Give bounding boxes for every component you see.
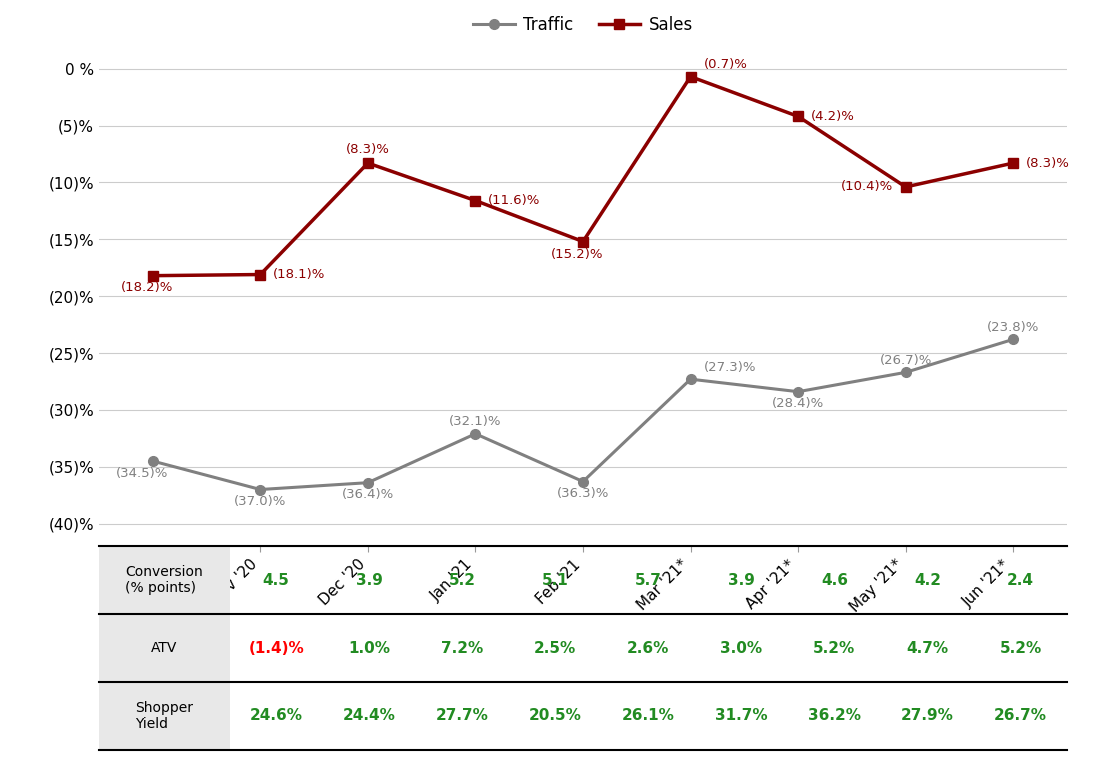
Text: (27.3)%: (27.3)% [704, 360, 756, 373]
Text: 3.0%: 3.0% [720, 640, 762, 656]
Text: 4.5: 4.5 [263, 573, 289, 588]
Text: (0.7)%: (0.7)% [704, 58, 747, 71]
Text: ATV: ATV [151, 641, 177, 655]
Text: 24.6%: 24.6% [250, 708, 303, 724]
Text: 2.6%: 2.6% [627, 640, 670, 656]
Text: (4.2)%: (4.2)% [811, 110, 855, 123]
Text: 1.0%: 1.0% [349, 640, 390, 656]
Bar [99, 614, 230, 682]
Text: 7.2%: 7.2% [441, 640, 483, 656]
Text: (11.6)%: (11.6)% [488, 194, 541, 207]
Text: (1.4)%: (1.4)% [249, 640, 304, 656]
Text: 31.7%: 31.7% [715, 708, 768, 724]
Text: 26.1%: 26.1% [621, 708, 674, 724]
Text: (36.3)%: (36.3)% [557, 487, 609, 500]
Text: (18.2)%: (18.2)% [121, 282, 174, 295]
Text: (28.4)%: (28.4)% [772, 397, 824, 410]
Text: (8.3)%: (8.3)% [1026, 157, 1070, 170]
Text: 20.5%: 20.5% [529, 708, 582, 724]
Text: (18.1)%: (18.1)% [273, 268, 326, 281]
Text: 2.5%: 2.5% [535, 640, 576, 656]
Text: Conversion
(% points): Conversion (% points) [125, 565, 204, 595]
Text: (32.1)%: (32.1)% [449, 415, 502, 428]
Text: 4.2: 4.2 [914, 573, 940, 588]
Text: 36.2%: 36.2% [807, 708, 861, 724]
Bar [99, 682, 230, 750]
Text: 5.2%: 5.2% [1000, 640, 1042, 656]
Text: 5.1: 5.1 [542, 573, 569, 588]
Text: 24.4%: 24.4% [343, 708, 396, 724]
Text: (34.5)%: (34.5)% [116, 467, 168, 480]
Text: (26.7)%: (26.7)% [880, 353, 932, 366]
Text: (8.3)%: (8.3)% [346, 143, 389, 156]
Text: 26.7%: 26.7% [994, 708, 1047, 724]
Text: 4.7%: 4.7% [906, 640, 948, 656]
Legend: Traffic, Sales: Traffic, Sales [466, 9, 700, 41]
Text: 5.2: 5.2 [449, 573, 476, 588]
Text: 3.9: 3.9 [355, 573, 383, 588]
Text: (15.2)%: (15.2)% [551, 249, 604, 262]
Text: (36.4)%: (36.4)% [342, 488, 394, 501]
Text: (37.0)%: (37.0)% [234, 495, 286, 508]
Text: 5.7: 5.7 [635, 573, 662, 588]
Text: 27.7%: 27.7% [436, 708, 488, 724]
Text: 5.2%: 5.2% [813, 640, 856, 656]
Text: 4.6: 4.6 [821, 573, 848, 588]
Text: 2.4: 2.4 [1006, 573, 1034, 588]
Text: (23.8)%: (23.8)% [987, 321, 1040, 334]
Text: Shopper
Yield: Shopper Yield [135, 701, 194, 731]
Text: 3.9: 3.9 [728, 573, 755, 588]
Text: (10.4)%: (10.4)% [840, 181, 893, 194]
Bar [99, 546, 230, 614]
Text: 27.9%: 27.9% [901, 708, 954, 724]
